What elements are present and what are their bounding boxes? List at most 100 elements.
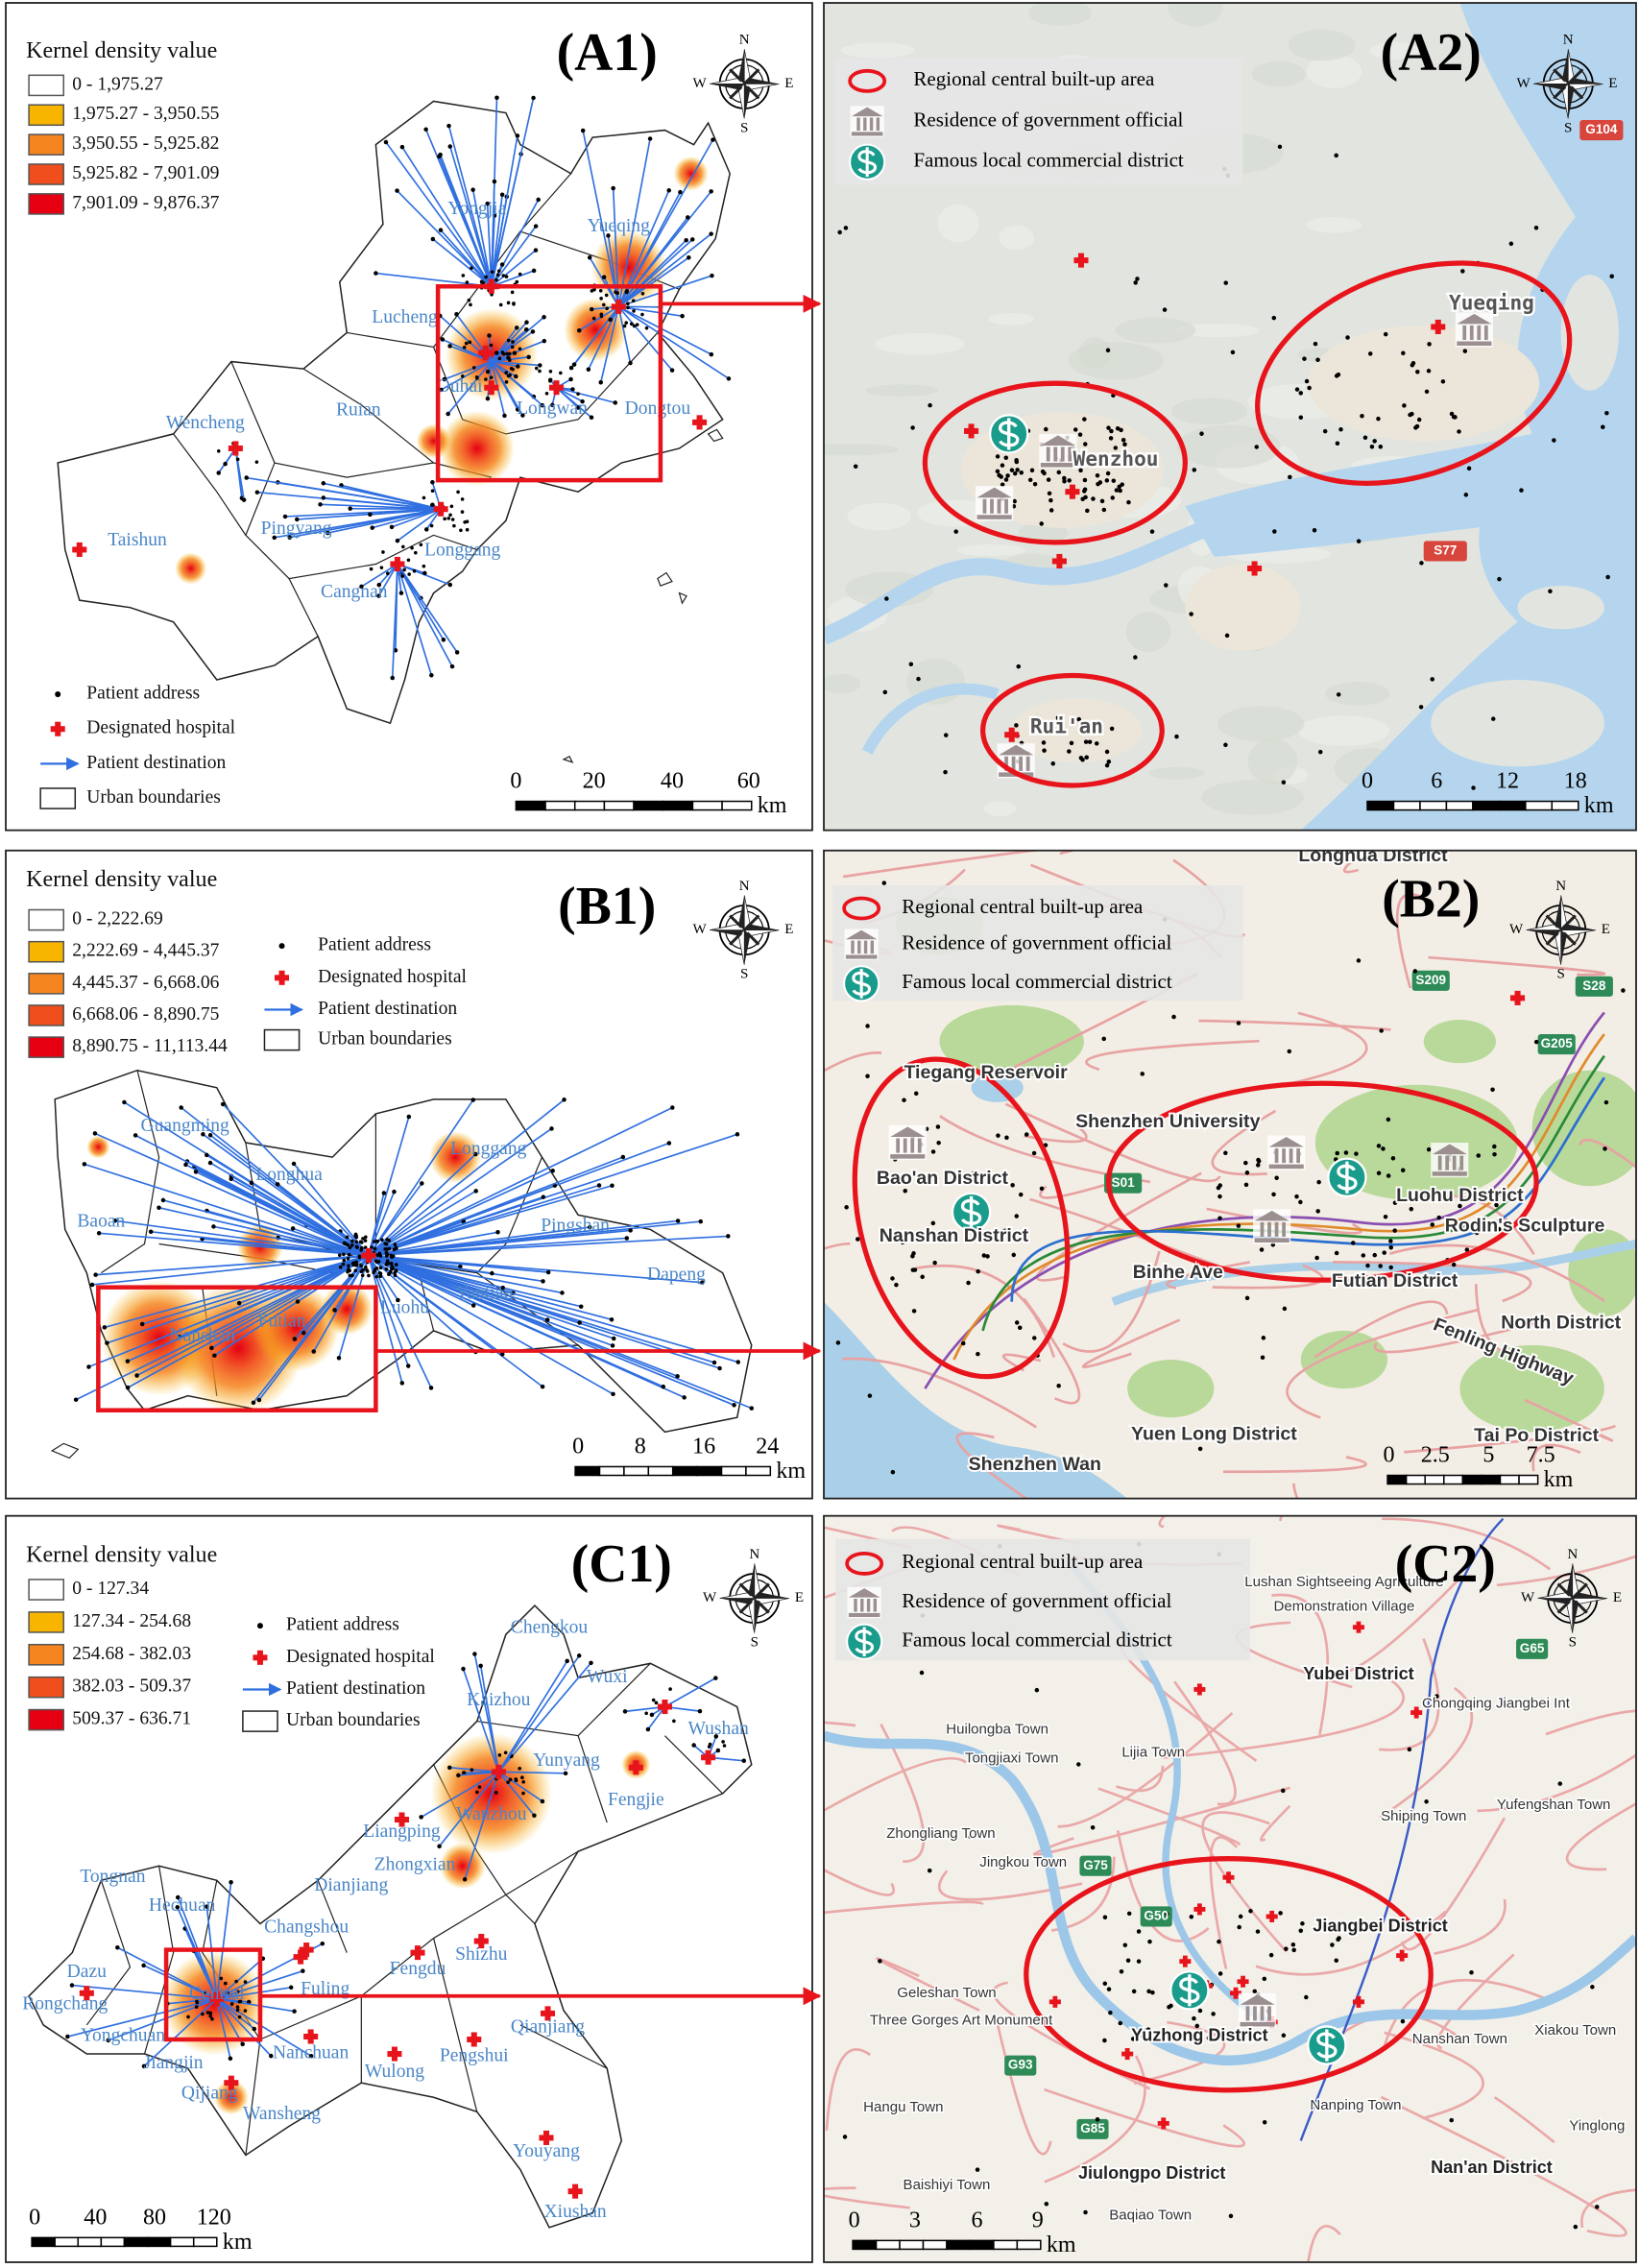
place-label: Longgang [450,1139,527,1159]
patient-dot [446,411,450,417]
place-label: Kaizhou [467,1690,530,1710]
patient-dot [722,1744,727,1748]
place-label: Qianjiang [511,2016,585,2037]
patient-dot [1082,417,1087,422]
patient-flow [368,1254,615,1339]
terrain [875,333,965,355]
place-label: Baishiyi Town [904,2177,991,2193]
patient-dot [347,1252,351,1257]
patient-flow [473,1653,500,1773]
patient-dot [732,1403,736,1408]
patient-dot [244,475,249,480]
patient-flow [438,156,493,287]
patient-dot [251,1400,256,1406]
patient-dot [1268,1952,1274,1958]
road [1314,1300,1449,1359]
patient-dot [400,574,405,578]
patient-dot [741,1758,747,1764]
patient-dot [542,314,546,320]
patient-dot [672,1719,676,1724]
place-label: Zhongxian [374,1855,456,1875]
legend-swatch [28,1611,64,1633]
icon-column [1445,1155,1450,1170]
patient-dot [589,415,594,420]
panel-label: (A1) [557,23,658,83]
patient-flow [664,1677,716,1708]
patient-dot [670,1105,675,1110]
place-label: Yongchuan [81,2025,165,2045]
patient-dot [1040,469,1046,474]
road [1382,1517,1552,1571]
patient-dot [497,356,502,361]
road [997,1524,1081,1546]
patient-dot [1044,426,1048,432]
icon-roof [1254,1210,1290,1221]
icon-roof [1432,1144,1467,1155]
legend-background [832,884,1243,1001]
patient-dot [609,1317,615,1322]
hospital-icon [1124,2048,1130,2061]
patient-dot [1189,1914,1194,1919]
icon-column [1267,1221,1271,1237]
patient-dot [640,291,645,296]
hospital-icon [696,415,703,430]
compass-south: S [751,1635,759,1651]
patient-dot [92,1131,98,1136]
patient-dot [350,1273,354,1278]
patient-dot [550,1169,555,1173]
legend-box [263,1028,301,1051]
metro-line [1010,1076,1606,1302]
patient-dot [545,1269,551,1275]
road [1057,1711,1234,1828]
patient-dot [1104,749,1110,755]
patient-dot [364,1265,368,1269]
hospital-icon [553,380,560,396]
patient-dot [470,1303,476,1308]
place-label: Pengshui [440,2046,509,2066]
icon-column [1274,1221,1279,1237]
icon-column [1267,2006,1271,2021]
compass-south: S [1557,967,1565,982]
patient-dot [995,469,1000,474]
road [1382,1979,1545,2050]
road-label: G93 [1008,2058,1033,2072]
patient-dot [1192,2015,1196,2021]
compass: NSW E [1509,879,1610,982]
legend-label: Residence of government official [913,108,1183,131]
legend-label: Patient destination [286,1678,425,1699]
patient-dot [1410,363,1415,368]
patient-dot [953,529,958,534]
legend-label: Famous local commercial district [913,149,1184,172]
patient-dot [359,1264,363,1268]
patient-dot [1471,785,1476,790]
terrain [983,801,1017,817]
patient-dot [510,345,515,350]
patient-dot [1294,387,1300,392]
patient-dot [1056,470,1062,475]
patient-dot [611,1336,616,1341]
patient-dot [1130,2037,1136,2041]
patient-dot [1401,350,1406,356]
place-label: Huilongba Town [946,1722,1048,1738]
urban-boundary [245,462,477,580]
patient-flow [368,1254,735,1407]
patient-dot [1118,488,1122,494]
scale-bar-segment [1461,1474,1482,1485]
patient-dot [661,1384,666,1389]
patient-dot [1386,1173,1391,1178]
estuary [1185,433,1532,557]
terrain [1247,738,1298,784]
patient-dot [507,351,512,356]
road [1198,1019,1391,1031]
scale-tick-label: 2.5 [1421,1442,1450,1467]
patient-dot [1164,583,1169,588]
patient-dot [1099,498,1105,504]
patient-dot [471,366,476,370]
patient-flow [368,1255,410,1366]
patient-dot [1062,475,1067,481]
patient-dot [291,1161,297,1167]
patient-dot [1444,1224,1449,1230]
road [1173,1680,1237,1806]
patient-flow [368,1193,385,1256]
terrain [1148,766,1205,780]
